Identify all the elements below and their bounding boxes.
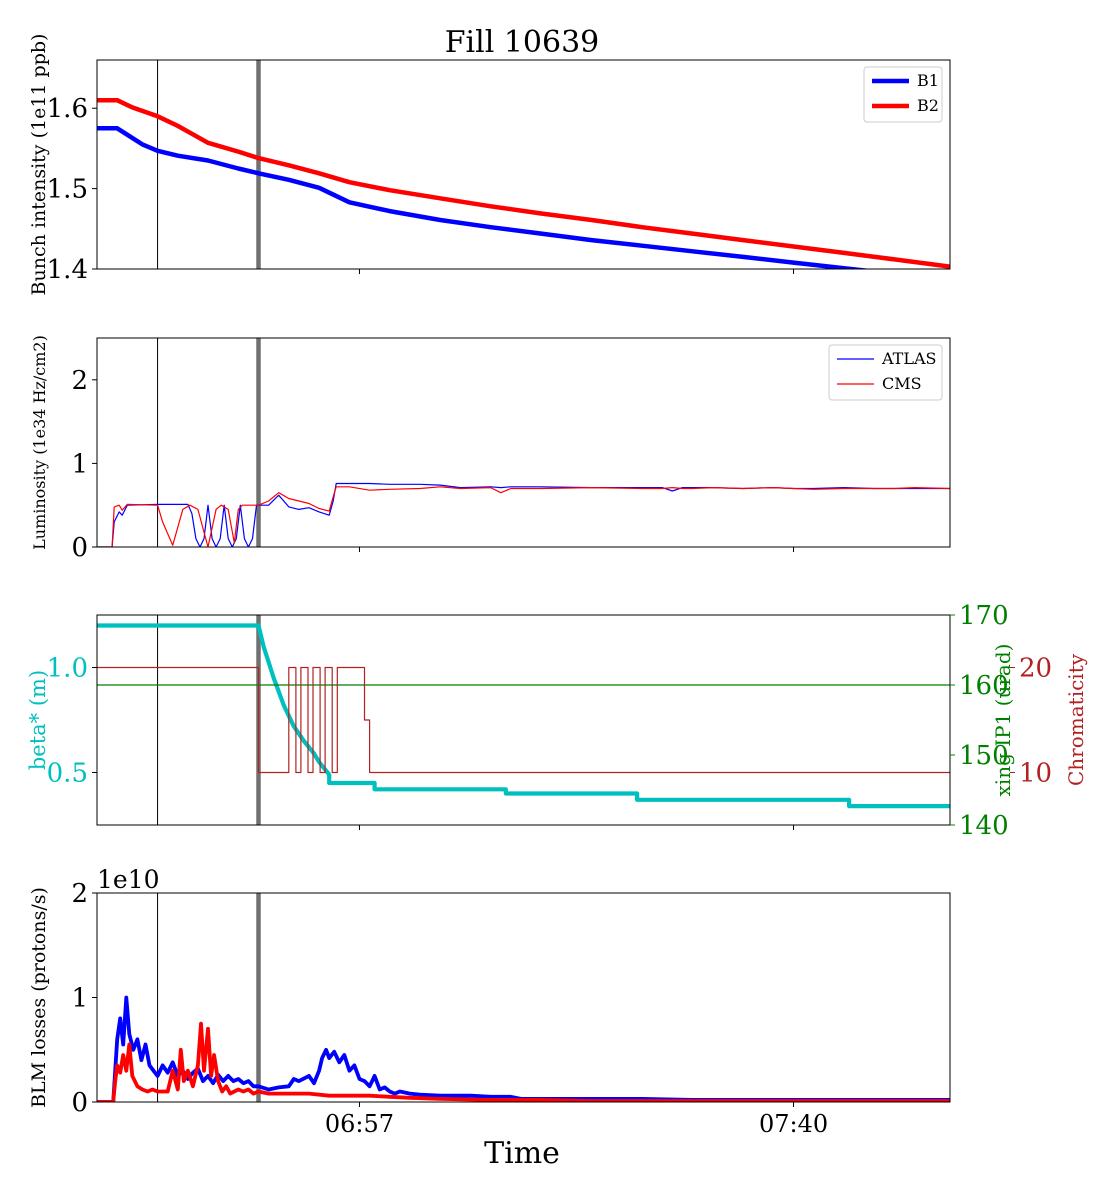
legend-label: ATLAS bbox=[881, 349, 937, 368]
right-axis-label: Chromaticity bbox=[1064, 653, 1088, 786]
series-line-atlas bbox=[97, 482, 950, 547]
y-axis-label: Luminosity (1e34 Hz/cm2) bbox=[30, 335, 49, 550]
x-tick-label: 07:40 bbox=[759, 1110, 828, 1138]
y-tick-label: 0 bbox=[71, 533, 88, 563]
right-y-tick-label: 10 bbox=[1019, 759, 1052, 789]
plot-area-optics bbox=[97, 615, 950, 825]
y-tick-label: 1.4 bbox=[47, 255, 88, 285]
plot-area-luminosity bbox=[97, 338, 950, 547]
y-tick-label: 1.5 bbox=[47, 175, 88, 205]
plot-frame bbox=[96, 59, 951, 270]
y-tick-label: 0 bbox=[71, 1088, 88, 1118]
plot-frame bbox=[96, 337, 951, 548]
plot-frame bbox=[96, 892, 951, 1103]
series-line-b2 bbox=[97, 1021, 950, 1102]
panel-luminosity: 0 1 2 Luminosity (1e34 Hz/cm2) ATLAS CMS bbox=[30, 335, 951, 563]
y-tick-label: 0.5 bbox=[47, 759, 88, 789]
x-axis-label: Time bbox=[484, 1136, 560, 1171]
legend-label: B1 bbox=[917, 71, 939, 90]
right-y-tick-label: 160 bbox=[959, 671, 1009, 701]
plot-area-intensity bbox=[97, 60, 950, 269]
right-axis-label: xing IP1 (urad) bbox=[991, 644, 1015, 797]
right-y-tick-label: 170 bbox=[959, 601, 1009, 631]
y-tick-label: 1.6 bbox=[47, 94, 88, 124]
y-axis-label: beta* (m) bbox=[26, 670, 50, 770]
axis-scale-label: 1e10 bbox=[97, 865, 160, 894]
y-tick-label: 2 bbox=[71, 879, 88, 909]
series-line-b1 bbox=[97, 995, 950, 1102]
series-line-b2 bbox=[97, 97, 950, 269]
right-y-tick-label: 150 bbox=[959, 741, 1009, 771]
figure-title: Fill 10639 bbox=[445, 25, 600, 60]
series-line-cms bbox=[97, 486, 950, 547]
plot-area-losses bbox=[97, 893, 950, 1102]
series-line-chromaticity bbox=[97, 666, 950, 774]
series-line-b1 bbox=[97, 126, 872, 269]
legend-label: CMS bbox=[882, 374, 922, 393]
right-y-tick-label: 20 bbox=[1019, 654, 1052, 684]
y-axis-label: Bunch intensity (1e11 ppb) bbox=[28, 34, 50, 296]
y-tick-label: 1 bbox=[71, 984, 88, 1014]
series-line-beta- bbox=[97, 623, 950, 809]
legend: ATLAS CMS bbox=[828, 344, 943, 401]
legend-label: B2 bbox=[917, 96, 939, 115]
right-y-tick-label: 140 bbox=[959, 811, 1009, 841]
y-tick-label: 1 bbox=[71, 449, 88, 479]
y-axis-label: BLM losses (protons/s) bbox=[28, 887, 50, 1108]
x-tick-label: 06:57 bbox=[325, 1110, 394, 1138]
y-tick-label: 2 bbox=[71, 366, 88, 396]
y-tick-label: 1.0 bbox=[47, 654, 88, 684]
